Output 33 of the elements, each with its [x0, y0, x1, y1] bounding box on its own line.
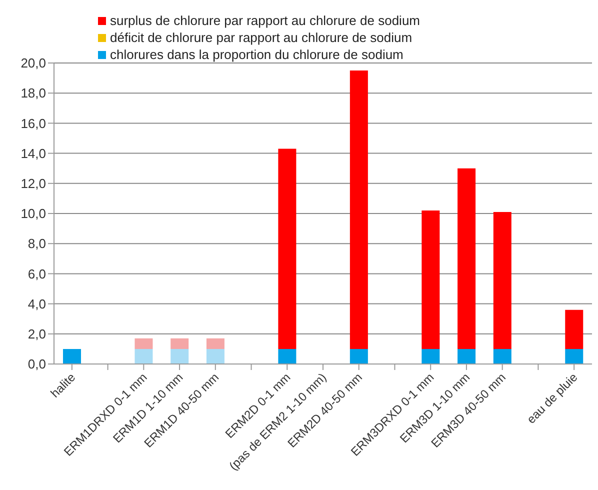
- y-tick-label: 12,0: [20, 176, 46, 192]
- bar: [458, 348, 476, 364]
- bar: [170, 348, 189, 364]
- y-tick-label: 0,0: [28, 356, 46, 372]
- y-tick-label: 18,0: [20, 86, 46, 101]
- bar: [493, 212, 512, 349]
- y-tick-label: 20,0: [20, 56, 46, 71]
- bar: [493, 348, 512, 364]
- bar: [422, 348, 440, 364]
- y-tick-label: 16,0: [20, 116, 46, 131]
- bar: [278, 348, 296, 364]
- bar: [458, 168, 476, 349]
- bar: [134, 338, 153, 349]
- y-tick-label: 14,0: [20, 146, 46, 161]
- bar: [206, 338, 224, 349]
- y-tick-label: 4,0: [28, 296, 46, 312]
- bar: [422, 210, 440, 349]
- bar: [350, 70, 368, 349]
- y-tick-label: 10,0: [20, 206, 46, 222]
- y-tick-label: 6,0: [28, 266, 46, 282]
- legend-label: déficit de chlorure par rapport au chlorure de sodium: [110, 29, 412, 46]
- legend-label: surplus de chlorure par rapport au chlorure de sodium: [110, 12, 420, 29]
- bar: [170, 338, 189, 349]
- bar: [134, 348, 153, 364]
- bar: [565, 348, 584, 364]
- bar: [63, 348, 81, 364]
- legend-label: chlorures dans la proportion du chlorure de sodium: [110, 46, 404, 63]
- y-tick-label: 2,0: [28, 326, 46, 342]
- y-tick-label: 8,0: [28, 236, 46, 252]
- bar: [350, 348, 368, 364]
- bar: [278, 148, 296, 349]
- bar: [206, 348, 224, 364]
- bar: [565, 310, 584, 349]
